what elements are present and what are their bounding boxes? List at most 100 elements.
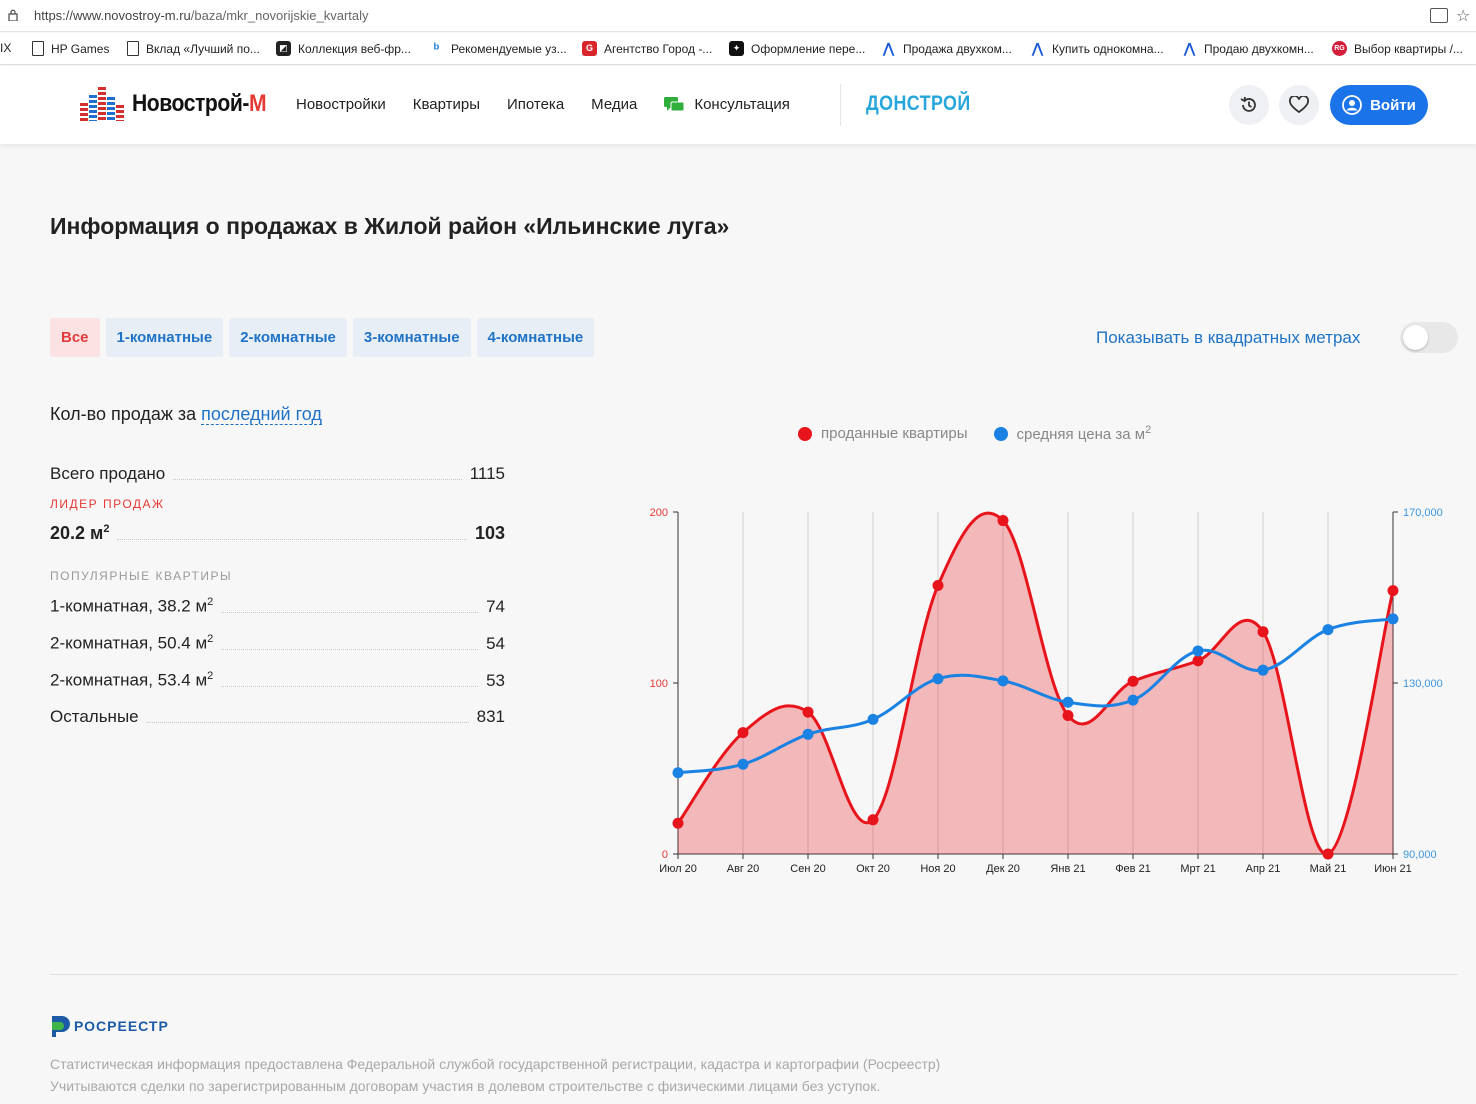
reader-mode-icon[interactable] — [1430, 8, 1448, 23]
tab-1-room[interactable]: 1-комнатные — [105, 318, 224, 357]
sold-point[interactable] — [802, 706, 814, 718]
right-axis-tick-label: 90,000 — [1403, 849, 1437, 861]
login-button[interactable]: Войти — [1330, 85, 1428, 125]
url-host: https://www.novostroy-m.ru — [34, 8, 191, 23]
bookmark-dark-icon: ◩ — [276, 41, 291, 56]
popular-label-text: 1-комнатная, 38.2 м — [50, 596, 208, 616]
x-axis-tick-label: Ноя 20 — [920, 863, 955, 875]
price-point[interactable] — [1322, 624, 1334, 636]
bookmark-item[interactable]: RG Выбор квартиры /... — [1332, 41, 1463, 56]
rosreestr-name: РОСРЕЕСТР — [74, 1018, 169, 1034]
toggle-knob — [1403, 325, 1428, 350]
bookmark-item[interactable]: ᵇ Рекомендуемые уз... — [429, 41, 567, 56]
price-point[interactable] — [672, 767, 684, 779]
tab-4-room[interactable]: 4-комнатные — [476, 318, 595, 357]
legend-label-sold: проданные квартиры — [821, 425, 968, 442]
donstroy-logo[interactable]: ДОНСТРОЙ — [866, 92, 971, 115]
nav-consult[interactable]: Консультация — [664, 96, 790, 113]
url-text[interactable]: https://www.novostroy-m.ru/baza/mkr_novo… — [34, 8, 369, 23]
nav-media[interactable]: Медиа — [591, 96, 638, 113]
legend-item-price[interactable]: средняя цена за м2 — [993, 424, 1152, 443]
bookmark-item[interactable]: Вклад «Лучший по... — [127, 41, 260, 56]
sold-point[interactable] — [997, 515, 1009, 527]
history-icon — [1240, 96, 1256, 112]
leader-sup: 2 — [103, 523, 110, 535]
legend-sup: 2 — [1145, 424, 1152, 436]
price-point[interactable] — [1257, 664, 1269, 676]
nav-novostroyki[interactable]: Новостройки — [296, 96, 386, 113]
history-button[interactable] — [1229, 85, 1269, 125]
bookmark-item[interactable]: ⋀ Купить однокомна... — [1030, 41, 1164, 56]
price-point[interactable] — [932, 673, 944, 685]
sold-point[interactable] — [1062, 709, 1074, 721]
price-point[interactable] — [867, 713, 879, 725]
legend-dot-price — [993, 426, 1008, 441]
legend-label-price: средняя цена за м2 — [1017, 424, 1152, 443]
bookmark-label: Купить однокомна... — [1052, 41, 1164, 56]
x-axis-tick-label: Июл 20 — [659, 863, 697, 875]
x-axis-tick-label: Янв 21 — [1050, 863, 1085, 875]
price-point[interactable] — [1387, 613, 1399, 625]
logo-main: Новострой- — [132, 90, 249, 117]
legend-item-sold[interactable]: проданные квартиры — [798, 424, 968, 443]
popular-row: 1-комнатная, 38.2 м2 74 — [50, 596, 505, 617]
sold-area — [678, 513, 1393, 855]
bookmark-blue-icon: ⋀ — [1183, 40, 1196, 56]
bookmark-item[interactable]: ⋀ Продаю двухкомн... — [1182, 41, 1314, 56]
sqm-toggle-label[interactable]: Показывать в квадратных метрах — [1096, 328, 1361, 347]
other-row: Остальные 831 — [50, 707, 505, 727]
sold-point[interactable] — [737, 727, 749, 739]
bookmark-label: Агентство Город -... — [604, 41, 713, 56]
bookmark-item[interactable]: ✦ Оформление пере... — [729, 41, 865, 56]
sold-line — [676, 511, 1395, 856]
sold-point[interactable] — [1257, 626, 1269, 638]
period-link[interactable]: последний год — [201, 404, 322, 425]
bookmark-item[interactable]: IX — [0, 41, 11, 55]
bookmark-label: Коллекция веб-фр... — [298, 41, 411, 56]
tab-3-room[interactable]: 3-комнатные — [352, 318, 471, 357]
bookmark-label: Рекомендуемые уз... — [451, 41, 567, 56]
logo-accent: М — [248, 90, 267, 117]
sold-point[interactable] — [1192, 655, 1204, 667]
star-icon[interactable]: ☆ — [1456, 8, 1471, 25]
x-axis-tick-label: Мрт 21 — [1180, 863, 1215, 875]
site-logo[interactable]: Новострой-М — [80, 87, 284, 121]
browser-address-bar[interactable]: https://www.novostroy-m.ru/baza/mkr_novo… — [0, 0, 1476, 32]
consult-label: Консультация — [694, 96, 790, 113]
bookmark-item[interactable]: G Агентство Город -... — [582, 41, 712, 56]
chat-icon — [664, 96, 685, 111]
sqm-toggle[interactable] — [1400, 322, 1458, 353]
bookmark-item[interactable]: ◩ Коллекция веб-фр... — [276, 41, 411, 56]
price-point[interactable] — [1127, 694, 1139, 706]
price-point[interactable] — [737, 758, 749, 770]
price-point[interactable] — [1062, 696, 1074, 708]
nav-ipoteka[interactable]: Ипотека — [506, 96, 565, 113]
favorites-button[interactable] — [1279, 85, 1319, 125]
popular-value: 74 — [486, 596, 505, 616]
nav-kvartiry[interactable]: Квартиры — [412, 96, 480, 113]
dotted-leader — [146, 722, 469, 723]
sold-point[interactable] — [1322, 848, 1334, 860]
bookmark-item[interactable]: ⋀ Продажа двухком... — [881, 41, 1012, 56]
sold-point[interactable] — [1387, 585, 1399, 597]
sold-point[interactable] — [672, 817, 684, 829]
left-axis-tick-label: 200 — [650, 507, 668, 519]
sold-point[interactable] — [932, 580, 944, 592]
other-label: Остальные — [50, 707, 139, 726]
leader-label-text: 20.2 м — [50, 523, 104, 543]
sold-point[interactable] — [1127, 675, 1139, 687]
buildings-icon — [80, 87, 126, 121]
tab-2-room[interactable]: 2-комнатные — [229, 318, 347, 357]
popular-label: 1-комнатная, 38.2 м2 — [50, 596, 213, 617]
logo-text: Новострой-М — [132, 90, 267, 118]
price-point[interactable] — [1192, 645, 1204, 657]
tab-all[interactable]: Все — [50, 318, 100, 357]
popular-sup: 2 — [207, 596, 214, 608]
bookmark-item[interactable]: HP Games — [32, 41, 109, 56]
legend-label-price-text: средняя цена за м — [1016, 426, 1146, 443]
right-axis-tick-label: 130,000 — [1403, 678, 1443, 690]
x-axis-tick-label: Июн 21 — [1374, 863, 1412, 875]
sold-point[interactable] — [867, 814, 879, 826]
price-point[interactable] — [997, 675, 1009, 687]
price-point[interactable] — [802, 728, 814, 740]
